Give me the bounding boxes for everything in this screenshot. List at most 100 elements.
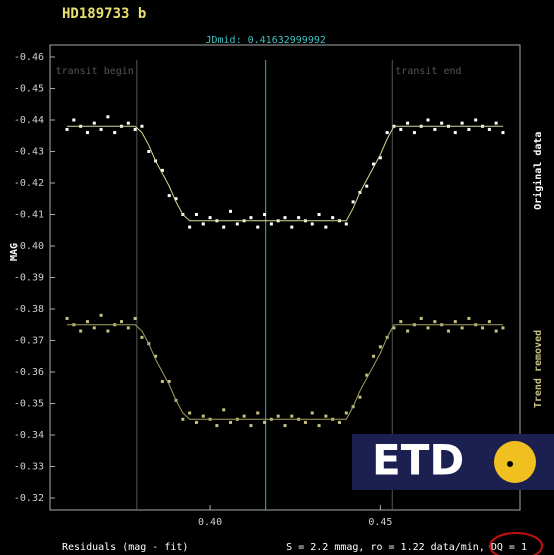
data-point bbox=[433, 320, 437, 324]
data-point bbox=[419, 316, 423, 320]
data-point bbox=[297, 216, 301, 220]
reference-label: transit end bbox=[395, 66, 461, 77]
data-point bbox=[372, 162, 376, 166]
data-point bbox=[181, 417, 185, 421]
data-point bbox=[501, 326, 505, 330]
data-point bbox=[106, 329, 110, 333]
data-point bbox=[344, 411, 348, 415]
data-point bbox=[249, 216, 253, 220]
data-point bbox=[324, 414, 328, 418]
data-point bbox=[460, 121, 464, 125]
logo-planet bbox=[507, 461, 513, 467]
data-point bbox=[208, 216, 212, 220]
data-point bbox=[140, 335, 144, 339]
data-point bbox=[167, 379, 171, 383]
data-point bbox=[222, 225, 226, 229]
data-point bbox=[126, 326, 130, 330]
reference-label: JDmid: 0.41632999992 bbox=[205, 35, 325, 46]
data-point bbox=[99, 127, 103, 131]
data-point bbox=[283, 424, 287, 428]
y-tick-label: -0.38 bbox=[14, 304, 44, 315]
data-point bbox=[120, 320, 124, 324]
data-point bbox=[201, 222, 205, 226]
data-point bbox=[147, 149, 151, 153]
legend-entry: Trend removed bbox=[533, 330, 544, 408]
legend-entry: Original data bbox=[532, 132, 544, 210]
data-point bbox=[229, 209, 233, 213]
data-point bbox=[72, 118, 76, 122]
data-point bbox=[188, 411, 192, 415]
data-point bbox=[242, 414, 246, 418]
y-tick-label: -0.36 bbox=[14, 367, 44, 378]
data-point bbox=[249, 424, 253, 428]
y-tick-label: -0.35 bbox=[14, 399, 44, 410]
y-tick-label: -0.32 bbox=[14, 493, 44, 504]
y-tick-label: -0.33 bbox=[14, 462, 44, 473]
logo-text: ETD bbox=[372, 436, 464, 485]
data-point bbox=[494, 121, 498, 125]
etd-logo: ETD bbox=[352, 434, 554, 490]
data-point bbox=[331, 216, 335, 220]
data-point bbox=[160, 379, 164, 383]
data-point bbox=[160, 168, 164, 172]
data-point bbox=[256, 225, 260, 229]
y-tick-label: -0.43 bbox=[14, 146, 44, 157]
data-point bbox=[154, 354, 158, 358]
y-tick-label: -0.44 bbox=[14, 115, 44, 126]
data-point bbox=[365, 184, 369, 188]
data-point bbox=[92, 326, 96, 330]
data-point bbox=[487, 320, 491, 324]
data-point bbox=[467, 127, 471, 131]
data-point bbox=[188, 225, 192, 229]
data-point bbox=[229, 420, 233, 424]
data-point bbox=[106, 115, 110, 119]
data-point bbox=[85, 131, 89, 135]
x-tick-label: 0.45 bbox=[368, 517, 392, 528]
data-point bbox=[263, 212, 267, 216]
data-point bbox=[399, 320, 403, 324]
data-point bbox=[406, 329, 410, 333]
data-point bbox=[79, 329, 83, 333]
data-point bbox=[290, 414, 294, 418]
data-point bbox=[501, 131, 505, 135]
data-point bbox=[310, 411, 314, 415]
x-tick-label: 0.40 bbox=[198, 517, 222, 528]
data-point bbox=[446, 329, 450, 333]
data-point bbox=[317, 212, 321, 216]
data-point bbox=[378, 345, 382, 349]
data-point bbox=[365, 373, 369, 377]
data-point bbox=[399, 127, 403, 131]
data-point bbox=[453, 320, 457, 324]
data-point bbox=[65, 127, 69, 131]
data-point bbox=[351, 200, 355, 204]
data-point bbox=[440, 121, 444, 125]
data-point bbox=[92, 121, 96, 125]
data-point bbox=[174, 197, 178, 201]
data-point bbox=[460, 326, 464, 330]
data-point bbox=[194, 420, 198, 424]
data-point bbox=[290, 225, 294, 229]
fit-line bbox=[67, 324, 503, 420]
data-point bbox=[412, 131, 416, 135]
y-tick-label: -0.42 bbox=[14, 178, 44, 189]
footer-right: S = 2.2 mmag, ro = 1.22 data/min, DQ = 1 bbox=[286, 542, 527, 553]
footer-left: Residuals (mag - fit) bbox=[62, 542, 188, 553]
data-point bbox=[481, 326, 485, 330]
data-point bbox=[167, 194, 171, 198]
data-point bbox=[494, 329, 498, 333]
y-tick-label: -0.40 bbox=[14, 241, 44, 252]
data-point bbox=[194, 212, 198, 216]
data-point bbox=[85, 320, 89, 324]
data-point bbox=[385, 131, 389, 135]
data-point bbox=[201, 414, 205, 418]
data-point bbox=[276, 414, 280, 418]
data-point bbox=[235, 222, 239, 226]
data-point bbox=[133, 127, 137, 131]
fit-line bbox=[67, 125, 503, 222]
y-tick-label: -0.45 bbox=[14, 83, 44, 94]
data-point bbox=[426, 118, 430, 122]
data-point bbox=[324, 225, 328, 229]
reference-label: transit begin bbox=[56, 66, 134, 77]
logo-sun bbox=[494, 441, 536, 483]
